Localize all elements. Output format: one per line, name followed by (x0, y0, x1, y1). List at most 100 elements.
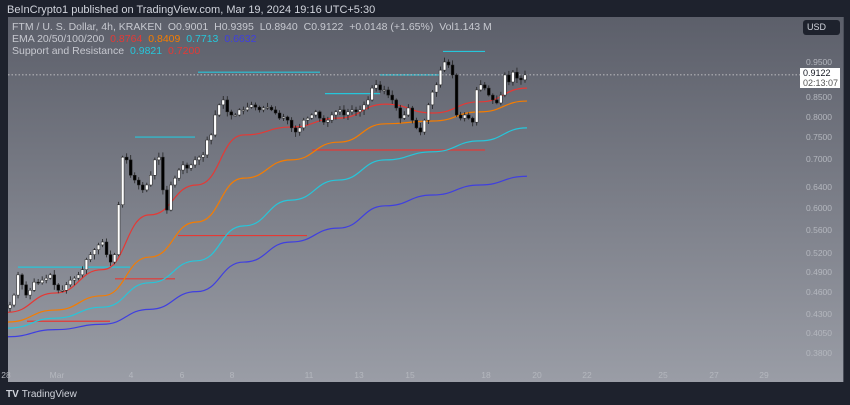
candle-body (386, 89, 390, 96)
close-value: 0.9122 (311, 21, 344, 33)
candle-body (153, 159, 157, 176)
candle-body (225, 99, 229, 113)
candle-body (116, 204, 121, 255)
change-value: +0.0148 (+1.65%) (349, 21, 434, 33)
chart-panel[interactable] (8, 17, 844, 382)
y-tick-label: 0.4050 (806, 327, 832, 338)
ema-line-ema50 (7, 100, 528, 323)
volume-value: 1.143 M (453, 21, 492, 33)
low-value: 0.8940 (265, 21, 298, 33)
candle-body (306, 117, 310, 121)
ema-legend: EMA 20/50/100/200 0.8764 0.8409 0.7713 0… (12, 33, 259, 45)
support-value: 0.7200 (168, 45, 201, 57)
candle-body (426, 104, 431, 121)
y-tick-label: 0.9500 (806, 56, 832, 67)
x-tick-label: 4 (128, 370, 134, 380)
candle-body (342, 109, 346, 116)
candle-body (56, 284, 60, 291)
candle-body (112, 254, 117, 263)
high-value: 0.9395 (221, 21, 254, 33)
candle-body (197, 156, 201, 161)
candle-body (177, 169, 181, 179)
ema-label: EMA 20/50/100/200 (12, 33, 105, 45)
candle-body (362, 104, 366, 111)
candle-body (354, 109, 358, 113)
candle-body (318, 111, 322, 119)
currency-button[interactable]: USD (803, 20, 840, 35)
low-label: L (259, 21, 266, 33)
y-tick-label: 0.6400 (806, 182, 832, 193)
x-tick-label: 8 (229, 370, 235, 380)
candle-body (310, 114, 314, 119)
candle-body (378, 84, 382, 91)
candle-body (233, 114, 237, 117)
candle-body (88, 254, 93, 260)
candle-body (169, 184, 173, 211)
candle-body (36, 281, 40, 284)
candle-body (237, 109, 241, 116)
candle-body (241, 109, 246, 112)
candle-body (257, 106, 262, 111)
candle-body (92, 249, 97, 255)
candle-body (217, 104, 221, 116)
candle-body (161, 156, 165, 191)
candle-body (44, 277, 48, 281)
ema20-value: 0.8764 (110, 33, 143, 45)
candle-body (165, 189, 169, 211)
candle-body (48, 274, 52, 279)
ema-line-ema20 (7, 87, 528, 313)
x-tick-label: 29 (759, 370, 769, 380)
y-tick-label: 0.7000 (806, 153, 832, 164)
candle-body (12, 294, 16, 306)
tradingview-brand[interactable]: TV TradingView (6, 389, 77, 400)
candle-body (483, 84, 487, 89)
candle-body (511, 71, 515, 83)
open-value: 0.9001 (176, 21, 209, 33)
x-tick-label: 18 (481, 370, 491, 380)
candle-body (189, 164, 193, 169)
candle-body (68, 279, 73, 286)
candle-body (137, 179, 141, 186)
open-label: O (167, 21, 177, 33)
candle-body (249, 104, 254, 108)
x-tick-label: 25 (658, 370, 668, 380)
ema-line-ema200 (7, 175, 528, 338)
candle-body (133, 175, 137, 181)
ema100-value: 0.7713 (186, 33, 219, 45)
candle-body (422, 119, 427, 133)
candle-body (338, 109, 342, 113)
candle-body (467, 114, 471, 119)
x-tick-label: 11 (304, 370, 314, 380)
candle-body (185, 164, 189, 169)
x-tick-label: Mar (49, 370, 65, 380)
candle-body (145, 184, 149, 191)
candle-body (125, 156, 129, 161)
candle-body (495, 99, 499, 104)
last-price: 0.9122 (803, 68, 831, 78)
candle-body (8, 304, 12, 309)
x-tick-label: 22 (582, 370, 592, 380)
candle-body (52, 274, 56, 286)
y-tick-label: 0.6000 (806, 202, 832, 213)
candle-body (450, 64, 455, 76)
candle-body (382, 89, 386, 92)
candle-body (40, 279, 44, 284)
y-tick-label: 0.4900 (806, 267, 832, 278)
x-tick-label: 28 (1, 370, 11, 380)
sr-legend: Support and Resistance 0.9821 0.7200 (12, 45, 203, 57)
candle-body (277, 112, 282, 119)
candle-body (462, 114, 467, 119)
resistance-value: 0.9821 (130, 45, 163, 57)
candle-body (84, 259, 89, 270)
candle-body (104, 241, 109, 255)
symbol-legend: FTM / U. S. Dollar, 4h, KRAKEN O0.9001 H… (12, 21, 495, 33)
candle-body (398, 107, 402, 119)
candle-body (418, 127, 423, 133)
candle-body (221, 99, 225, 106)
candle-body (302, 119, 306, 129)
y-tick-label: 0.3800 (806, 348, 832, 358)
candle-body (285, 116, 290, 121)
candle-body (515, 71, 519, 79)
y-tick-label: 0.8000 (806, 111, 832, 122)
